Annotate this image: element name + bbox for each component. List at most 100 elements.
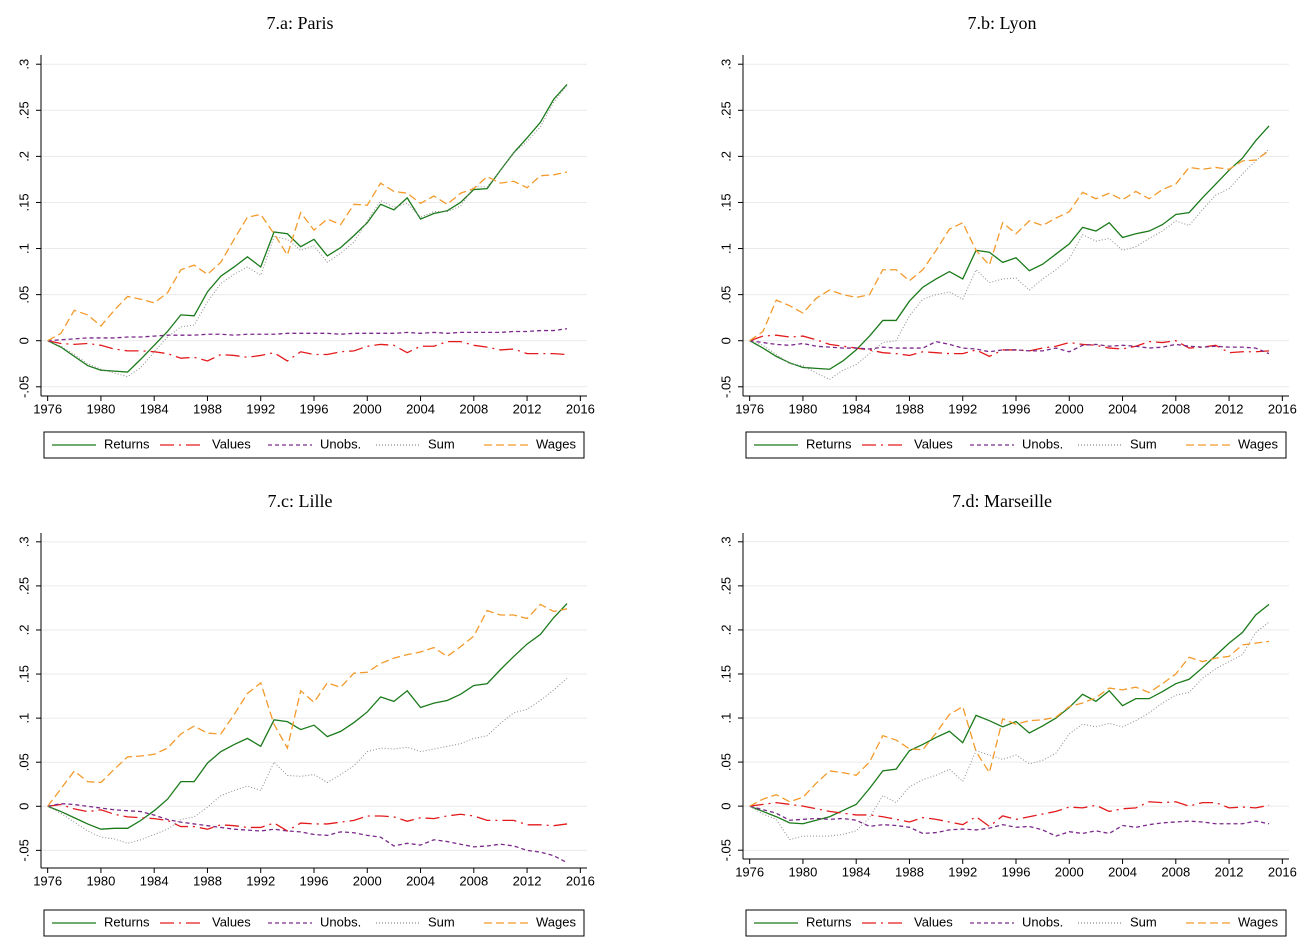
- panel-title: 7.d: Marseille: [952, 491, 1052, 511]
- legend-box: [43, 431, 585, 459]
- legend-label: Wages: [1238, 914, 1278, 929]
- x-tick-label: 1980: [788, 864, 817, 879]
- y-tick-label: .25: [718, 577, 733, 595]
- x-tick-label: 2012: [1215, 864, 1244, 879]
- y-tick-label: -.05: [16, 839, 31, 861]
- x-tick-label: 1984: [140, 401, 169, 416]
- legend-label: Wages: [1238, 436, 1278, 451]
- x-tick-label: 1976: [33, 401, 62, 416]
- x-tick-label: 1992: [948, 864, 977, 879]
- x-tick-label: 1984: [842, 401, 871, 416]
- legend-label: Sum: [428, 914, 455, 929]
- y-tick-label: .25: [718, 101, 733, 119]
- x-tick-label: 2004: [406, 873, 435, 888]
- legend-label: Wages: [536, 914, 576, 929]
- x-tick-label: 1988: [193, 401, 222, 416]
- x-tick-label: 1976: [735, 864, 764, 879]
- series-line: [47, 328, 568, 342]
- panel: 7.d: Marseille -.05 0 .05 .1 .15 .2 .25 .3 1976 19…: [718, 491, 1297, 937]
- x-tick-label: 2008: [1161, 401, 1190, 416]
- legend-label: Returns: [104, 914, 150, 929]
- x-tick-label: 1996: [1002, 401, 1031, 416]
- y-tick-label: -.05: [718, 839, 733, 861]
- panel-title: 7.c: Lille: [268, 491, 333, 511]
- series-line: [749, 805, 1270, 837]
- x-tick-label: 2008: [1161, 864, 1190, 879]
- series-line: [749, 148, 1270, 380]
- y-tick-label: .2: [718, 151, 733, 162]
- y-tick-label: -.05: [718, 376, 733, 398]
- legend-box: [43, 909, 585, 937]
- series-line: [749, 150, 1270, 342]
- y-tick-label: .3: [718, 59, 733, 70]
- panel: 7.a: Paris -.05 0 .05 .1 .15 .2 .25 .3 1976 1980 19…: [16, 13, 595, 459]
- x-tick-label: 2016: [1268, 864, 1297, 879]
- x-tick-label: 1988: [895, 864, 924, 879]
- legend-box: [745, 431, 1287, 459]
- x-tick-label: 2000: [1055, 401, 1084, 416]
- y-tick-label: .1: [16, 713, 31, 724]
- y-tick-label: .2: [718, 624, 733, 635]
- x-tick-label: 1976: [33, 873, 62, 888]
- series-line: [47, 803, 568, 832]
- x-tick-label: 2000: [353, 873, 382, 888]
- y-tick-label: .05: [16, 286, 31, 304]
- legend-label: Returns: [806, 436, 852, 451]
- x-tick-label: 1988: [193, 873, 222, 888]
- y-tick-label: .15: [718, 665, 733, 683]
- legend-label: Values: [212, 436, 251, 451]
- x-tick-label: 2016: [566, 401, 595, 416]
- legend-label: Returns: [806, 914, 852, 929]
- legend-label: Returns: [104, 436, 150, 451]
- legend-label: Sum: [1130, 436, 1157, 451]
- x-tick-label: 2000: [353, 401, 382, 416]
- series-line: [749, 125, 1270, 370]
- series-line: [749, 801, 1270, 828]
- legend-label: Unobs.: [320, 914, 361, 929]
- legend-label: Wages: [536, 436, 576, 451]
- legend-label: Unobs.: [1022, 436, 1063, 451]
- legend-label: Unobs.: [1022, 914, 1063, 929]
- y-tick-label: -.05: [16, 376, 31, 398]
- series-line: [47, 603, 568, 830]
- y-tick-label: .1: [16, 243, 31, 254]
- panel: 7.b: Lyon -.05 0 .05 .1 .15 .2 .25 .3 1976 1980 198…: [718, 13, 1297, 459]
- x-tick-label: 1980: [86, 401, 115, 416]
- panel-title: 7.b: Lyon: [967, 13, 1036, 33]
- y-tick-label: .2: [16, 151, 31, 162]
- x-tick-label: 2016: [566, 873, 595, 888]
- y-tick-label: .15: [16, 193, 31, 211]
- y-tick-label: 0: [718, 803, 733, 810]
- legend-label: Sum: [1130, 914, 1157, 929]
- x-tick-label: 2004: [1108, 401, 1137, 416]
- y-tick-label: .2: [16, 625, 31, 636]
- series-line: [47, 603, 568, 807]
- x-tick-label: 1996: [300, 401, 329, 416]
- x-tick-label: 1996: [1002, 864, 1031, 879]
- series-line: [749, 621, 1270, 841]
- y-tick-label: .05: [718, 286, 733, 304]
- x-tick-label: 2016: [1268, 401, 1297, 416]
- x-tick-label: 1992: [246, 873, 275, 888]
- y-tick-label: .3: [16, 59, 31, 70]
- x-tick-label: 1996: [300, 873, 329, 888]
- y-tick-label: .1: [718, 243, 733, 254]
- series-line: [47, 84, 568, 373]
- series-line: [749, 340, 1270, 355]
- legend-label: Values: [914, 914, 953, 929]
- x-tick-label: 1984: [842, 864, 871, 879]
- y-tick-label: 0: [16, 803, 31, 810]
- x-tick-label: 1984: [140, 873, 169, 888]
- series-line: [47, 171, 568, 342]
- x-tick-label: 1980: [86, 873, 115, 888]
- series-line: [47, 802, 568, 864]
- series-line: [749, 603, 1270, 825]
- x-tick-label: 2000: [1055, 864, 1084, 879]
- y-tick-label: .15: [718, 193, 733, 211]
- legend-label: Unobs.: [320, 436, 361, 451]
- x-tick-label: 2012: [513, 873, 542, 888]
- x-tick-label: 2008: [459, 873, 488, 888]
- series-line: [47, 678, 568, 844]
- x-tick-label: 1988: [895, 401, 924, 416]
- x-tick-label: 1976: [735, 401, 764, 416]
